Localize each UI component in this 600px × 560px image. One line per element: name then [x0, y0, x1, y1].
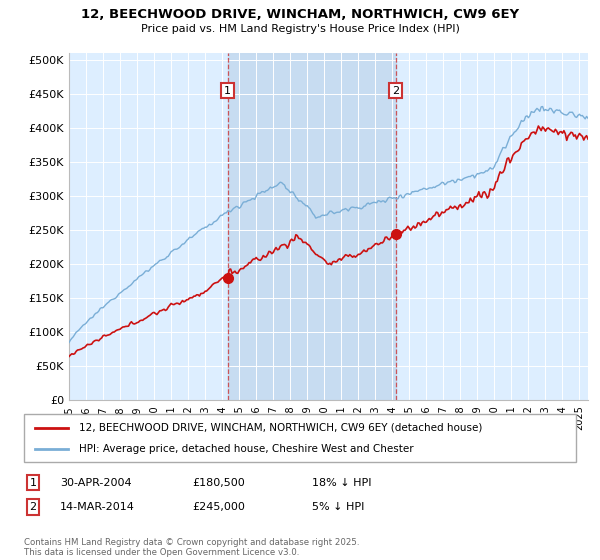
Text: HPI: Average price, detached house, Cheshire West and Chester: HPI: Average price, detached house, Ches…: [79, 444, 414, 454]
Text: 14-MAR-2014: 14-MAR-2014: [60, 502, 135, 512]
Text: 18% ↓ HPI: 18% ↓ HPI: [312, 478, 371, 488]
Text: £245,000: £245,000: [192, 502, 245, 512]
Text: 2: 2: [29, 502, 37, 512]
Text: 2: 2: [392, 86, 399, 96]
Text: £180,500: £180,500: [192, 478, 245, 488]
Text: 1: 1: [224, 86, 231, 96]
Text: 12, BEECHWOOD DRIVE, WINCHAM, NORTHWICH, CW9 6EY (detached house): 12, BEECHWOOD DRIVE, WINCHAM, NORTHWICH,…: [79, 423, 482, 433]
Text: Contains HM Land Registry data © Crown copyright and database right 2025.
This d: Contains HM Land Registry data © Crown c…: [24, 538, 359, 557]
Bar: [228, 53, 396, 400]
FancyBboxPatch shape: [24, 414, 576, 462]
Text: Price paid vs. HM Land Registry's House Price Index (HPI): Price paid vs. HM Land Registry's House …: [140, 24, 460, 34]
Text: 30-APR-2004: 30-APR-2004: [60, 478, 131, 488]
Text: 12, BEECHWOOD DRIVE, WINCHAM, NORTHWICH, CW9 6EY: 12, BEECHWOOD DRIVE, WINCHAM, NORTHWICH,…: [81, 8, 519, 21]
Text: 1: 1: [29, 478, 37, 488]
Text: 5% ↓ HPI: 5% ↓ HPI: [312, 502, 364, 512]
